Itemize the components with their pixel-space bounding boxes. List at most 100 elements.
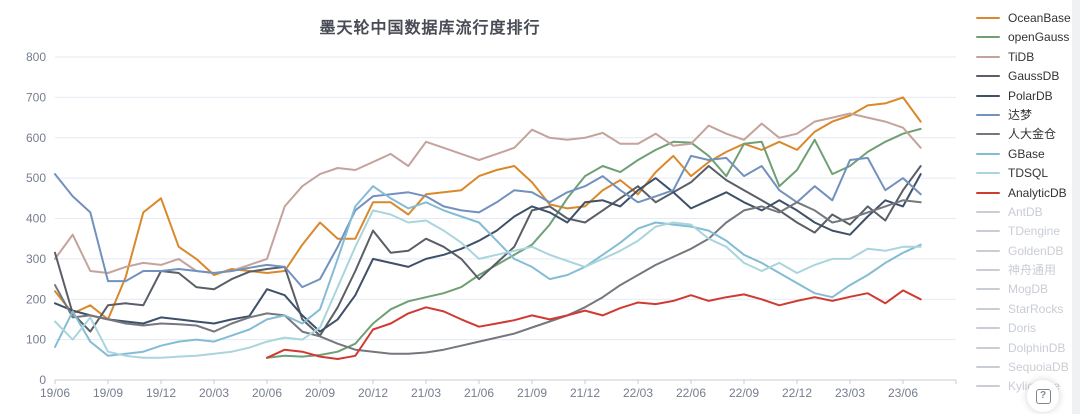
legend-label: openGauss [1008, 30, 1070, 45]
y-axis-label: 400 [26, 212, 46, 226]
series-line-人大金仓[interactable] [54, 199, 922, 355]
legend-item-AnalyticDB[interactable]: AnalyticDB [976, 187, 1072, 199]
legend-item-GBase[interactable]: GBase [976, 148, 1072, 160]
x-axis: 19/06 19/09 19/12 20/03 20/06 20/09 20/12 21/03… [40, 379, 957, 400]
legend-line-swatch [976, 210, 1000, 213]
legend-label: SequoiaDB [1008, 360, 1069, 375]
x-axis-label: 21/12 [570, 386, 600, 400]
x-axis-label: 21/09 [517, 386, 547, 400]
legend-label: 神舟通用 [1008, 263, 1057, 278]
legend-label: GoldenDB [1008, 243, 1064, 258]
series-line-openGauss[interactable] [266, 127, 922, 359]
legend-item-人大金仓[interactable]: 人大金仓 [976, 128, 1072, 140]
x-axis-label: 21/06 [464, 386, 494, 400]
y-axis-label: 0 [39, 373, 46, 387]
legend-label: StarRocks [1008, 301, 1064, 316]
legend-item-OceanBase[interactable]: OceanBase [976, 12, 1072, 24]
x-axis-label: 22/03 [623, 386, 653, 400]
legend-item-神舟通用[interactable]: 神舟通用 [976, 264, 1072, 276]
legend-item-openGauss[interactable]: openGauss [976, 31, 1072, 43]
help-button[interactable]: ? [1027, 380, 1059, 412]
legend-line-swatch [976, 249, 1000, 252]
legend-item-GoldenDB[interactable]: GoldenDB [976, 245, 1072, 257]
legend-label: GaussDB [1008, 69, 1060, 84]
legend-item-StarRocks[interactable]: StarRocks [976, 303, 1072, 315]
legend-label: PolarDB [1008, 88, 1053, 103]
legend-item-达梦[interactable]: 达梦 [976, 109, 1072, 121]
legend-label: TiDB [1008, 49, 1035, 64]
x-axis-label: 21/03 [411, 386, 441, 400]
y-axis-labels: 0 100 200 300 400 500 600 700 800 [26, 50, 46, 387]
legend-item-DolphinDB[interactable]: DolphinDB [976, 342, 1072, 354]
legend-label: AntDB [1008, 204, 1043, 219]
x-axis-label: 23/03 [835, 386, 865, 400]
legend-line-swatch [976, 55, 1000, 58]
line-chart[interactable]: 0 100 200 300 400 500 600 700 800 19/06 19/09 19/12… [0, 0, 968, 414]
legend: OceanBase openGauss TiDB GaussDB PolarDB 达梦人大… [976, 12, 1072, 392]
x-axis-label: 23/06 [888, 386, 918, 400]
legend-line-swatch [976, 133, 1000, 136]
legend-line-swatch [976, 269, 1000, 272]
x-axis-label: 22/09 [729, 386, 759, 400]
legend-line-swatch [976, 75, 1000, 78]
x-axis-label: 22/06 [676, 386, 706, 400]
series-line-OceanBase[interactable] [54, 96, 922, 321]
legend-item-TDengine[interactable]: TDengine [976, 225, 1072, 237]
y-axis-label: 700 [26, 90, 46, 104]
x-axis-label: 19/09 [93, 386, 123, 400]
x-axis-label: 20/03 [199, 386, 229, 400]
legend-line-swatch [976, 113, 1000, 116]
y-axis-label: 600 [26, 131, 46, 145]
legend-line-swatch [976, 327, 1000, 330]
series-line-TDSQL[interactable] [54, 209, 922, 359]
legend-item-TDSQL[interactable]: TDSQL [976, 167, 1072, 179]
x-axis-label: 22/12 [782, 386, 812, 400]
legend-line-swatch [976, 17, 1000, 19]
x-axis-label: 19/12 [146, 386, 176, 400]
legend-item-Doris[interactable]: Doris [976, 322, 1072, 334]
x-axis-label: 20/09 [305, 386, 335, 400]
legend-label: AnalyticDB [1008, 185, 1067, 200]
legend-item-GaussDB[interactable]: GaussDB [976, 70, 1072, 82]
legend-item-SequoiaDB[interactable]: SequoiaDB [976, 361, 1072, 373]
series-line-GaussDB[interactable] [54, 165, 922, 337]
legend-label: 达梦 [1008, 107, 1033, 122]
right-gutter [1072, 0, 1080, 414]
x-axis-label: 20/12 [358, 386, 388, 400]
legend-item-PolarDB[interactable]: PolarDB [976, 90, 1072, 102]
legend-item-TiDB[interactable]: TiDB [976, 51, 1072, 63]
legend-item-MogDB[interactable]: MogDB [976, 283, 1072, 295]
y-axis-label: 200 [26, 292, 46, 306]
legend-line-swatch [976, 366, 1000, 369]
legend-line-swatch [976, 152, 1000, 155]
legend-label: MogDB [1008, 282, 1049, 297]
y-axis-label: 500 [26, 171, 46, 185]
series-line-GBase[interactable] [54, 185, 922, 357]
chart-container: 墨天轮中国数据库流行度排行 0 100 200 300 400 500 600 700 800 1… [0, 0, 968, 414]
chart-title: 墨天轮中国数据库流行度排行 [319, 20, 541, 37]
series-line-PolarDB[interactable] [54, 173, 922, 333]
legend-label: TDengine [1008, 224, 1061, 239]
question-icon: ? [1035, 388, 1051, 404]
series-line-达梦[interactable] [54, 154, 922, 289]
x-axis-label: 20/06 [252, 386, 282, 400]
legend-line-swatch [976, 172, 1000, 175]
legend-label: TDSQL [1008, 166, 1049, 181]
legend-line-swatch [976, 191, 1000, 194]
legend-item-AntDB[interactable]: AntDB [976, 206, 1072, 218]
legend-label: Doris [1008, 321, 1037, 336]
legend-label: OceanBase [1008, 11, 1071, 25]
legend-label: DolphinDB [1008, 340, 1066, 355]
gridlines [55, 56, 956, 341]
legend-line-swatch [976, 230, 1000, 233]
series-line-AnalyticDB[interactable] [266, 289, 922, 360]
x-axis-label: 19/06 [40, 386, 70, 400]
y-axis-label: 800 [26, 50, 46, 64]
legend-label: GBase [1008, 146, 1045, 161]
legend-line-swatch [976, 385, 1000, 388]
legend-line-swatch [976, 36, 1000, 39]
legend-label: 人大金仓 [1008, 127, 1057, 142]
legend-line-swatch [976, 288, 1000, 291]
y-axis-label: 300 [26, 252, 46, 266]
